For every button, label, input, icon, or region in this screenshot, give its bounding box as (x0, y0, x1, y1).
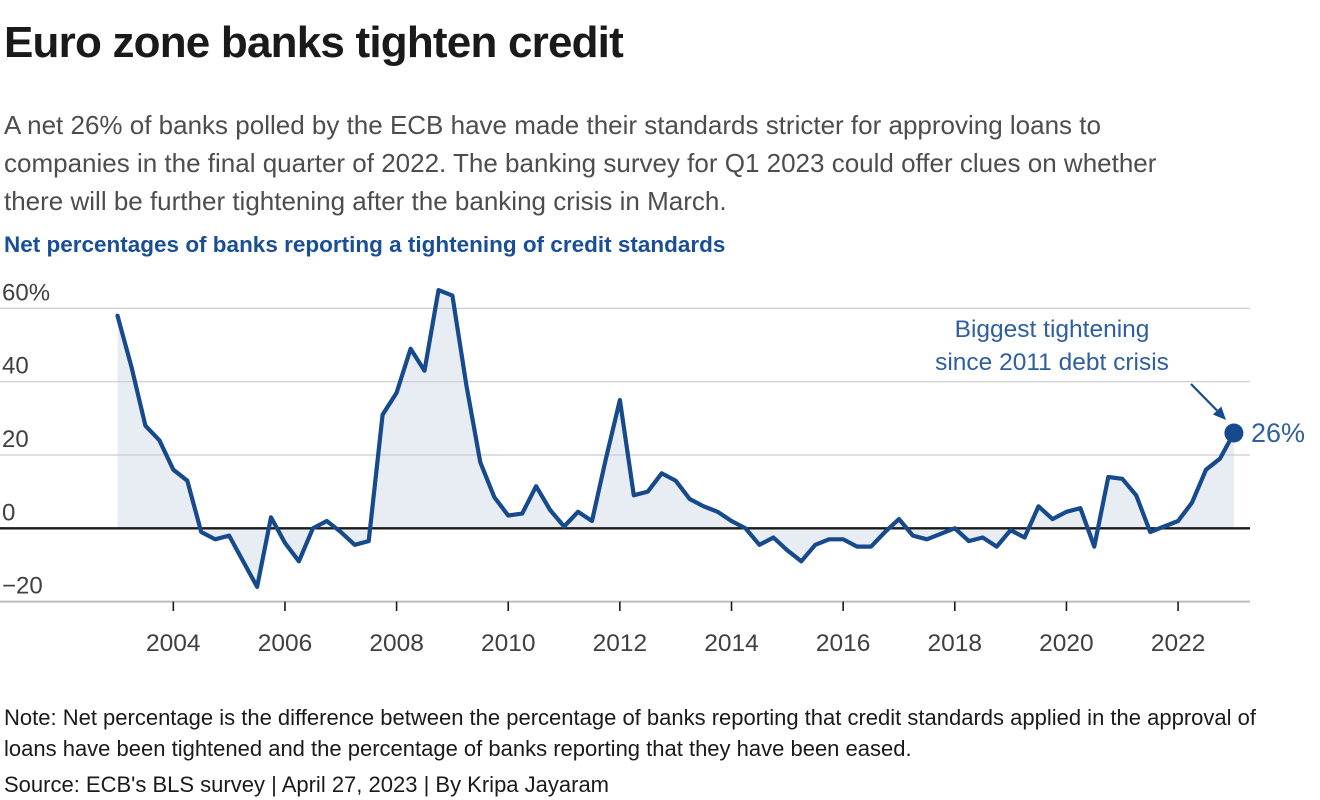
data-line (115, 288, 1236, 589)
x-axis-label: 2008 (369, 630, 424, 657)
footer: Note: Net percentage is the difference b… (4, 702, 1256, 800)
chart-title-label: Net percentages of banks reporting a tig… (4, 232, 726, 257)
page-title: Euro zone banks tighten credit (4, 18, 624, 67)
y-axis-label: −20 (2, 573, 43, 600)
source-line: Source: ECB's BLS survey | April 27, 202… (4, 772, 610, 797)
y-axis-label: 20 (2, 426, 29, 453)
annotation-line-2: since 2011 debt crisis (935, 349, 1169, 376)
x-axis-label: 2022 (1151, 630, 1206, 657)
subtitle: A net 26% of banks polled by the ECB hav… (4, 106, 1156, 220)
x-axis-label: 2016 (816, 630, 871, 657)
annotation-arrow-head (1212, 406, 1226, 420)
subtitle-line-2: companies in the final quarter of 2022. … (4, 148, 1157, 178)
x-axis-label: 2018 (928, 630, 983, 657)
note-line-2: loans have been tightened and the percen… (4, 736, 912, 761)
x-axis-label: 2020 (1039, 630, 1094, 657)
subtitle-line-3: there will be further tightening after t… (4, 186, 727, 216)
subtitle-line-1: A net 26% of banks polled by the ECB hav… (4, 110, 1101, 140)
end-value-label: 26% (1251, 418, 1305, 448)
x-axis-label: 2010 (481, 630, 536, 657)
annotation-arrow-shaft (1190, 383, 1218, 412)
y-axis-label: 60% (2, 279, 50, 306)
data-area (117, 290, 1234, 587)
end-point-dot (1224, 423, 1244, 443)
y-axis-label: 40 (2, 353, 29, 380)
x-axis-label: 2004 (146, 630, 201, 657)
note-line-1: Note: Net percentage is the difference b… (4, 705, 1256, 730)
x-axis-label: 2006 (258, 630, 313, 657)
x-axis-label: 2014 (704, 630, 759, 657)
annotation-line-1: Biggest tightening (955, 316, 1150, 343)
y-axis-label: 0 (2, 499, 15, 526)
x-axis-label: 2012 (593, 630, 648, 657)
